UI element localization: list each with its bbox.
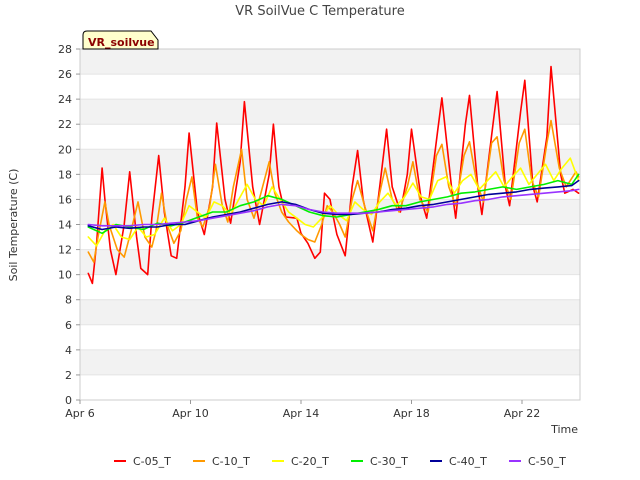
y-tick-label: 2 xyxy=(65,369,72,382)
y-tick-label: 24 xyxy=(58,93,72,106)
legend-label: C-20_T xyxy=(291,455,329,468)
grid-band xyxy=(80,149,580,175)
series-line-c-20-t xyxy=(87,157,580,247)
x-tick-label: Apr 22 xyxy=(504,407,541,420)
chart-title: VR SoilVue C Temperature xyxy=(235,4,404,19)
x-tick-label: Apr 6 xyxy=(65,407,95,420)
y-tick-label: 14 xyxy=(58,219,72,232)
y-tick-label: 16 xyxy=(58,193,72,206)
series-line-c-30-t xyxy=(87,173,580,235)
x-axis: Apr 6 Apr 10 Apr 14 Apr 18 Apr 22 xyxy=(65,400,540,420)
y-tick-label: 20 xyxy=(58,143,72,156)
x-tick-label: Apr 10 xyxy=(172,407,209,420)
y-tick-label: 22 xyxy=(58,118,72,131)
series-line-c-05-t xyxy=(87,65,580,285)
legend-label: C-50_T xyxy=(528,455,566,468)
series-line-c-40-t xyxy=(87,179,580,231)
y-axis-label: Soil Temperature (C) xyxy=(7,169,20,282)
legend-item: C-40_T xyxy=(430,455,487,468)
grid-band xyxy=(80,349,580,375)
x-tick-label: Apr 14 xyxy=(283,407,320,420)
x-tick-label: Apr 18 xyxy=(393,407,430,420)
legend-item: C-30_T xyxy=(351,455,408,468)
y-tick-label: 18 xyxy=(58,168,72,181)
y-tick-label: 26 xyxy=(58,68,72,81)
annotation-label: VR_soilvue xyxy=(88,36,155,49)
legend-label: C-40_T xyxy=(449,455,487,468)
series-lines xyxy=(87,65,580,285)
legend-label: C-05_T xyxy=(133,455,171,468)
annotation-badge: VR_soilvue xyxy=(82,30,159,50)
y-tick-label: 4 xyxy=(65,344,72,357)
grid-band xyxy=(80,49,580,75)
legend: C-05_T C-10_T C-20_T C-30_T C-40_T C-50_T xyxy=(114,455,566,468)
legend-item: C-05_T xyxy=(114,455,171,468)
y-tick-label: 12 xyxy=(58,244,72,257)
grid-band xyxy=(80,299,580,325)
grid-band xyxy=(80,99,580,125)
legend-item: C-10_T xyxy=(193,455,250,468)
legend-item: C-50_T xyxy=(509,455,566,468)
x-axis-label: Time xyxy=(550,423,578,436)
legend-label: C-10_T xyxy=(212,455,250,468)
legend-label: C-30_T xyxy=(370,455,408,468)
grid-band xyxy=(80,249,580,275)
y-tick-label: 28 xyxy=(58,43,72,56)
series-line-c-50-t xyxy=(87,188,580,227)
y-tick-label: 6 xyxy=(65,319,72,332)
y-tick-label: 0 xyxy=(65,394,72,407)
y-tick-label: 8 xyxy=(65,294,72,307)
legend-item: C-20_T xyxy=(272,455,329,468)
y-tick-label: 10 xyxy=(58,269,72,282)
